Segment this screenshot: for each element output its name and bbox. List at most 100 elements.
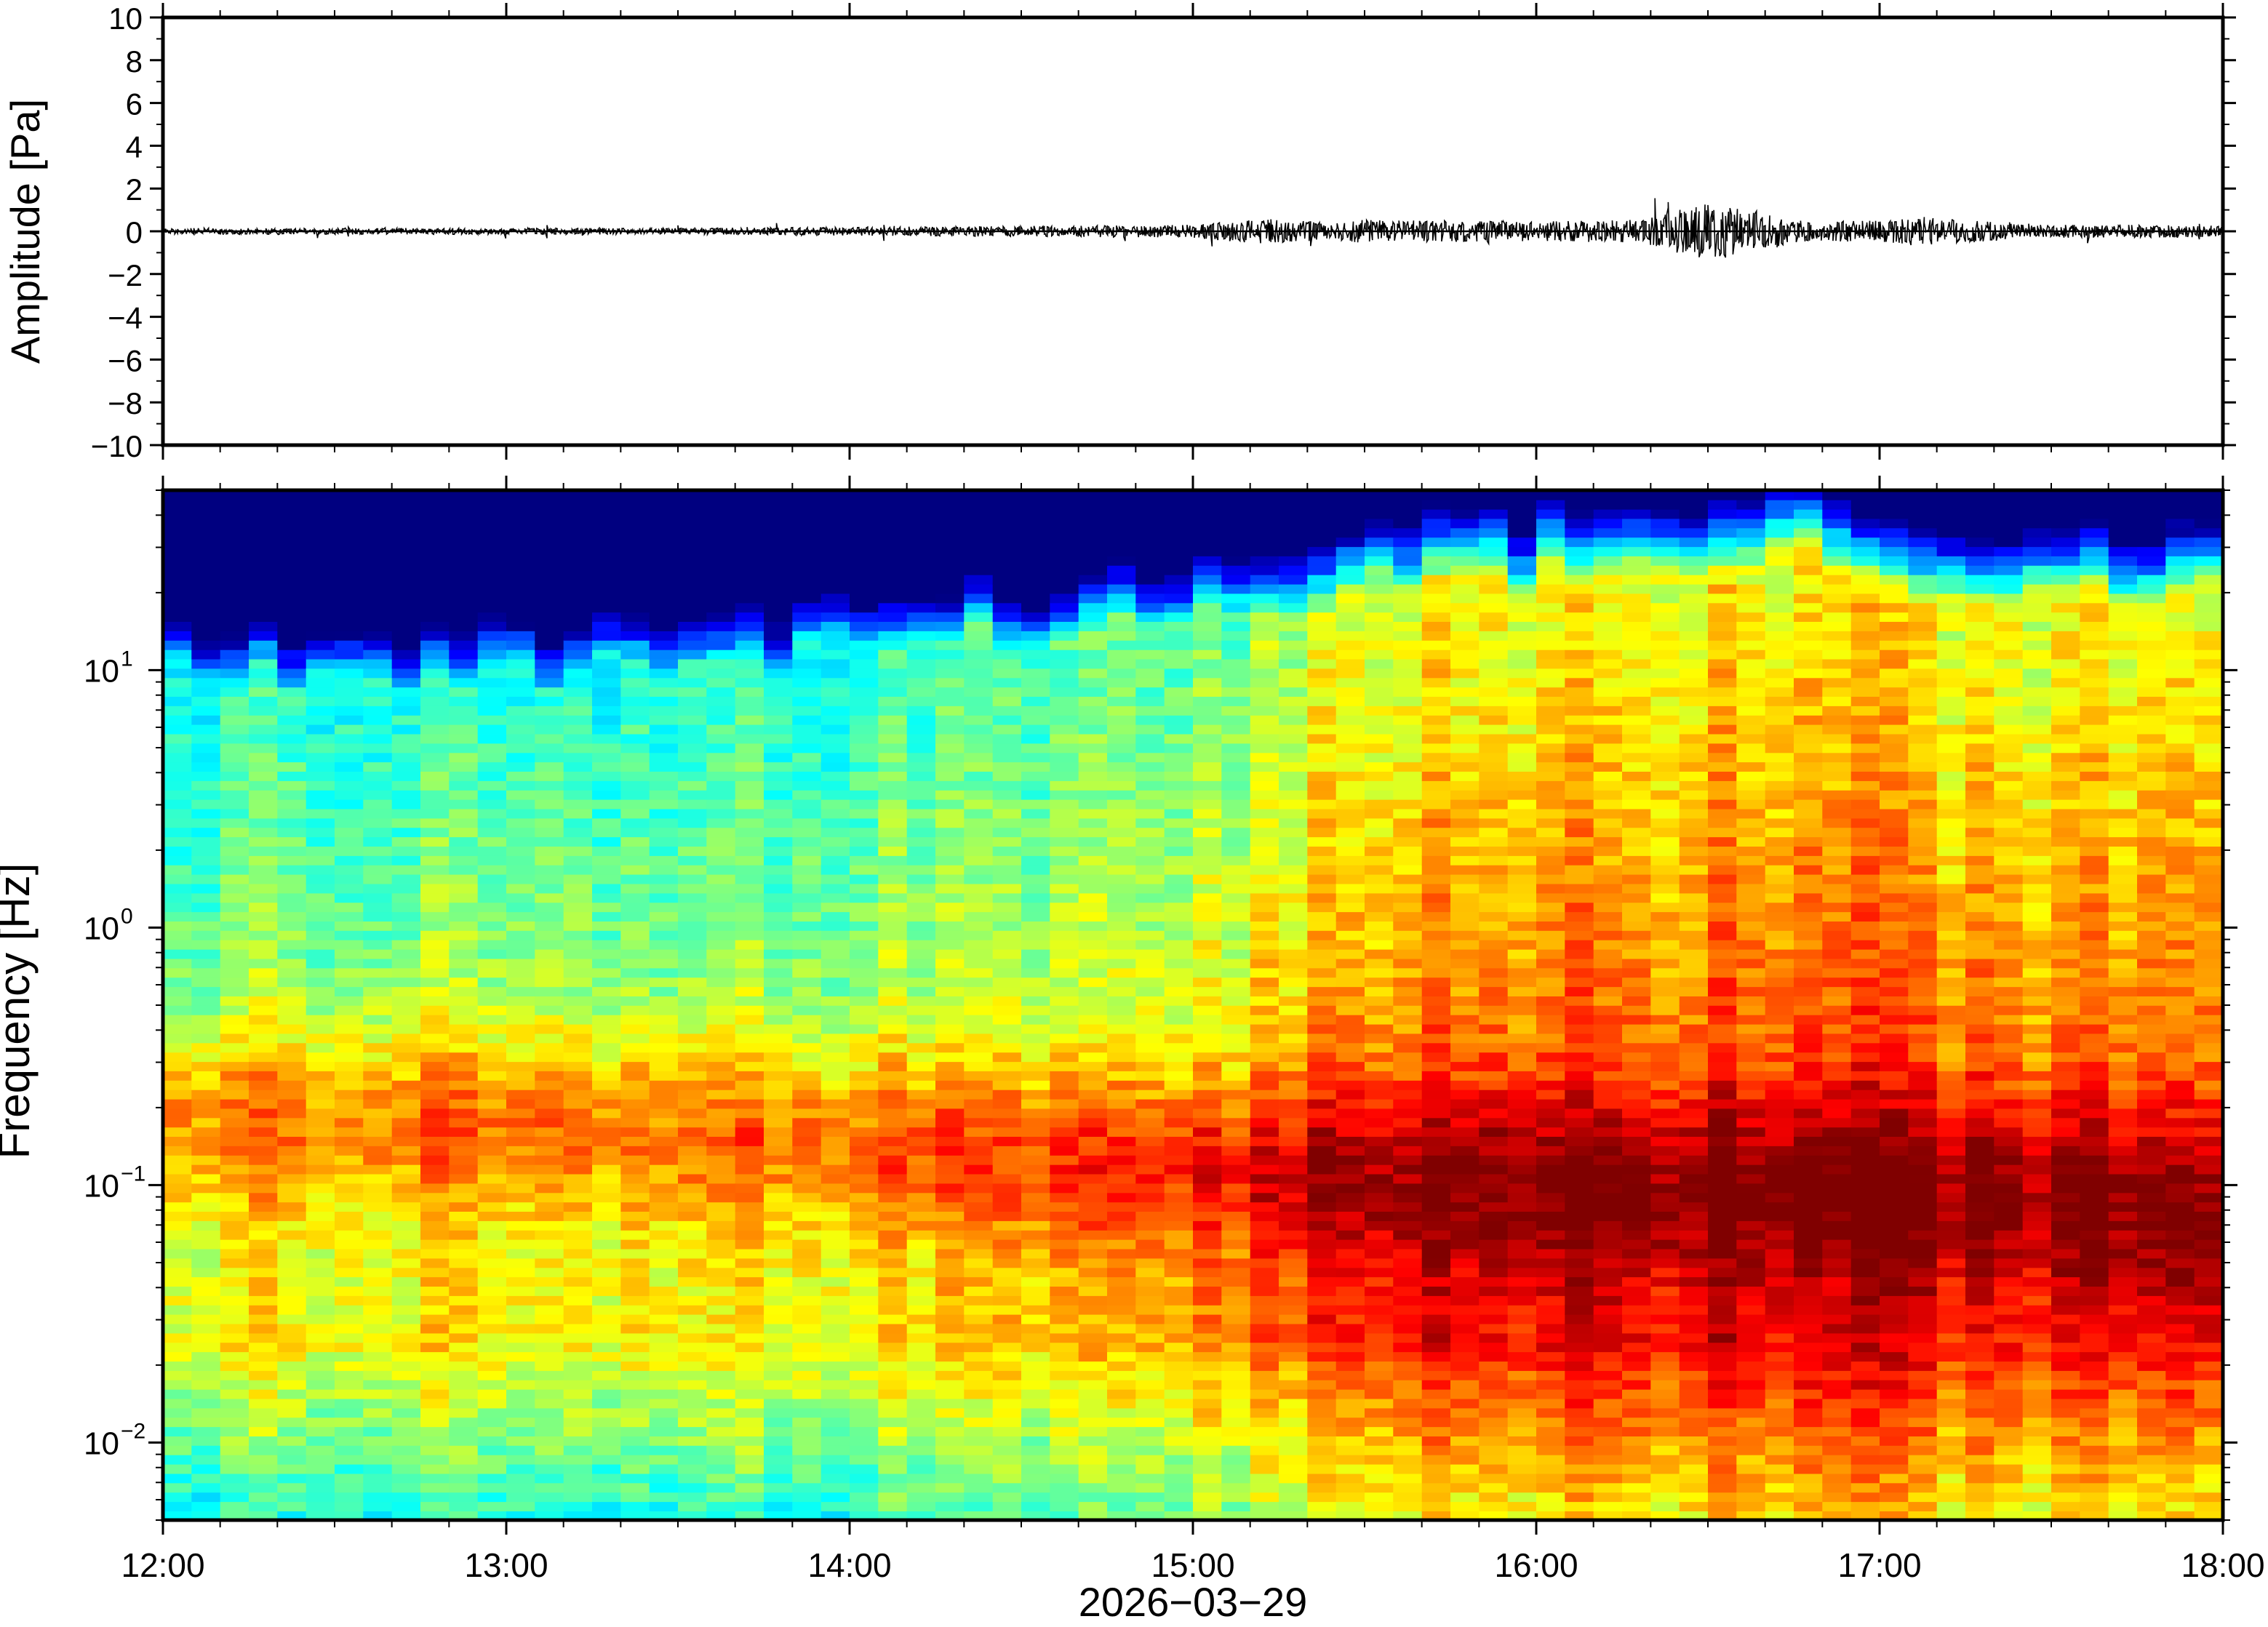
spectrogram-cell: [363, 1249, 392, 1259]
spectrogram-cell: [1021, 1286, 1050, 1296]
spectrogram-cell: [792, 1258, 821, 1268]
spectrogram-cell: [878, 1426, 907, 1436]
spectrogram-cell: [191, 500, 220, 510]
spectrogram-cell: [1021, 874, 1050, 884]
spectrogram-cell: [964, 1501, 993, 1511]
spectrogram-cell: [1250, 1034, 1279, 1044]
spectrogram-cell: [249, 724, 278, 735]
spectrogram-cell: [163, 1080, 192, 1090]
spectrogram-cell: [678, 687, 707, 697]
spectrogram-cell: [1250, 911, 1279, 922]
spectrogram-cell: [420, 603, 450, 613]
spectrogram-cell: [535, 1380, 564, 1390]
spectrogram-cell: [878, 1276, 907, 1287]
spectrogram-cell: [1165, 1090, 1194, 1100]
spectrogram-cell: [878, 1258, 907, 1268]
spectrogram-cell: [620, 1276, 650, 1287]
spectrogram-cell: [620, 1080, 650, 1090]
spectrogram-cell: [620, 1361, 650, 1371]
spectrogram-cell: [449, 1127, 478, 1137]
spectrogram-cell: [1279, 668, 1308, 679]
spectrogram-cell: [1165, 1426, 1194, 1436]
spectrogram-cell: [821, 921, 850, 931]
spectrogram-cell: [1135, 649, 1165, 660]
spectrogram-cell: [1021, 968, 1050, 978]
spectrogram-cell: [964, 678, 993, 688]
spectrogram-cell: [1307, 1211, 1336, 1221]
spectrogram-cell: [1250, 1342, 1279, 1352]
spectrogram-cell: [420, 921, 450, 931]
spectrogram-cell: [363, 1071, 392, 1081]
spectrogram-cell: [620, 593, 650, 604]
spectrogram-cell: [1050, 1024, 1079, 1034]
spectrogram-cell: [1393, 818, 1422, 828]
spectrogram-cell: [706, 1043, 735, 1053]
spectrogram-cell: [1393, 1174, 1422, 1184]
spectrogram-cell: [220, 893, 249, 903]
spectrogram-cell: [592, 546, 621, 556]
spectrogram-cell: [1279, 1342, 1308, 1352]
spectrogram-cell: [506, 884, 535, 894]
spectrogram-cell: [191, 1052, 220, 1062]
spectrogram-cell: [821, 1342, 850, 1352]
spectrogram-cell: [678, 743, 707, 753]
spectrogram-cell: [1221, 1164, 1250, 1175]
spectrogram-cell: [306, 1324, 335, 1334]
spectrogram-cell: [1279, 1455, 1308, 1465]
spectrogram-cell: [277, 734, 306, 744]
spectrogram-cell: [163, 1052, 192, 1062]
spectrogram-cell: [1279, 911, 1308, 922]
spectrogram-cell: [792, 836, 821, 847]
spectrogram-cell: [735, 1258, 764, 1268]
spectrogram-cell: [706, 556, 735, 566]
spectrogram-cell: [564, 678, 593, 688]
spectrogram-cell: [277, 1220, 306, 1231]
spectrogram-cell: [420, 1015, 450, 1025]
spectrogram-cell: [1165, 1183, 1194, 1194]
spectrogram-cell: [735, 1417, 764, 1427]
spectrogram-cell: [420, 1286, 450, 1296]
spectrogram-cell: [592, 1276, 621, 1287]
spectrogram-cell: [1107, 1492, 1136, 1502]
spectrogram-cell: [850, 959, 879, 969]
spectrogram-cell: [1107, 649, 1136, 660]
spectrogram-cell: [1021, 1361, 1050, 1371]
spectrogram-cell: [478, 575, 507, 585]
spectrogram-cell: [821, 1164, 850, 1175]
spectrogram-cell: [735, 996, 764, 1006]
spectrogram-cell: [878, 1155, 907, 1165]
spectrogram-cell: [220, 809, 249, 819]
spectrogram-cell: [993, 509, 1022, 519]
spectrogram-cell: [1165, 1483, 1194, 1493]
spectrogram-cell: [792, 1295, 821, 1306]
spectrogram-cell: [1165, 687, 1194, 697]
spectrogram-cell: [1365, 790, 1394, 800]
spectrogram-cell: [907, 996, 936, 1006]
spectrogram-cell: [821, 1108, 850, 1119]
spectrogram-cell: [821, 1333, 850, 1343]
spectrogram-cell: [1107, 1230, 1136, 1240]
spectrogram-cell: [1135, 715, 1165, 725]
spectrogram-cell: [735, 1455, 764, 1465]
spectrogram-cell: [449, 715, 478, 725]
spectrogram-cell: [392, 1474, 421, 1484]
spectrogram-cell: [1050, 734, 1079, 744]
spectrogram-cell: [1135, 500, 1165, 510]
spectrogram-cell: [335, 1071, 364, 1081]
spectrogram-cell: [564, 986, 593, 996]
spectrogram-cell: [1336, 734, 1365, 744]
spectrogram-cell: [306, 968, 335, 978]
spectrogram-cell: [506, 565, 535, 575]
spectrogram-cell: [1135, 959, 1165, 969]
spectrogram-cell: [1336, 1174, 1365, 1184]
spectrogram-cell: [363, 724, 392, 735]
spectrogram-cell: [1165, 1501, 1194, 1511]
spectrogram-cell: [535, 959, 564, 969]
spectrogram-cell: [792, 846, 821, 856]
spectrogram-cell: [878, 1239, 907, 1250]
spectrogram-cell: [1079, 640, 1108, 650]
spectrogram-cell: [792, 1005, 821, 1015]
spectrogram-cell: [735, 1333, 764, 1343]
spectrogram-cell: [220, 865, 249, 875]
spectrogram-cell: [163, 649, 192, 660]
